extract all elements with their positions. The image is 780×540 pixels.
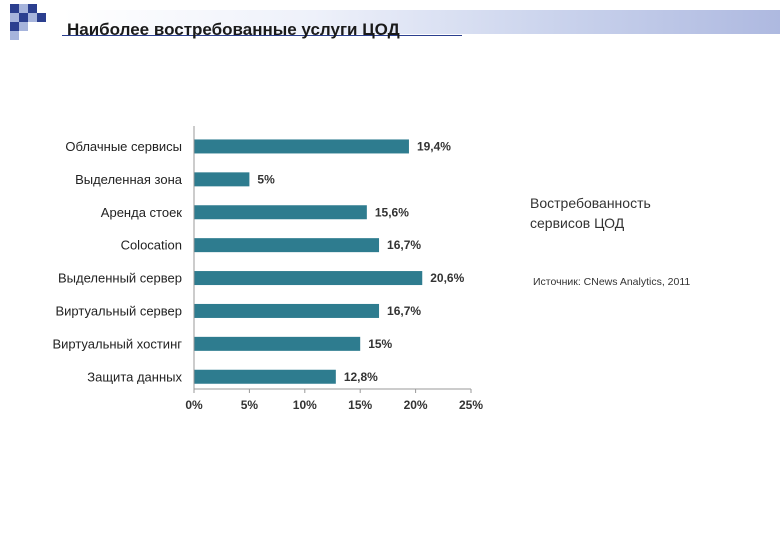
category-label: Аренда стоек xyxy=(101,205,183,220)
x-tick-label: 5% xyxy=(241,398,259,412)
bar xyxy=(194,139,409,154)
page-title: Наиболее востребованные услуги ЦОД xyxy=(67,20,400,39)
deco-square xyxy=(37,13,46,22)
bar xyxy=(194,336,361,351)
data-label: 12,8% xyxy=(344,370,378,384)
data-label: 16,7% xyxy=(387,304,421,318)
category-label: Выделенный сервер xyxy=(58,271,182,286)
side-note-source: Источник: CNews Analytics, 2011 xyxy=(533,276,691,288)
category-label: Виртуальный сервер xyxy=(56,303,183,318)
deco-square xyxy=(19,4,28,13)
bar xyxy=(194,271,423,286)
x-tick-label: 20% xyxy=(404,398,428,412)
data-label: 5% xyxy=(257,172,275,186)
header-band xyxy=(62,10,780,34)
x-tick-label: 25% xyxy=(459,398,483,412)
data-label: 19,4% xyxy=(417,139,451,153)
data-label: 16,7% xyxy=(387,238,421,252)
deco-square xyxy=(10,13,19,22)
bar xyxy=(194,205,367,220)
deco-square xyxy=(19,22,28,31)
side-note-title: Востребованность сервисов ЦОД xyxy=(530,195,651,231)
category-label: Виртуальный хостинг xyxy=(52,336,182,351)
deco-square xyxy=(28,13,37,22)
category-label: Защита данных xyxy=(87,369,182,384)
category-label: Облачные сервисы xyxy=(65,139,182,154)
deco-square xyxy=(10,31,19,40)
x-tick-label: 15% xyxy=(348,398,372,412)
bar xyxy=(194,172,250,187)
category-label: Выделенная зона xyxy=(75,172,183,187)
header-underline xyxy=(62,35,462,36)
category-label: Colocation xyxy=(121,238,182,253)
deco-square xyxy=(19,13,28,22)
bar xyxy=(194,369,336,384)
data-label: 20,6% xyxy=(430,271,464,285)
deco-square xyxy=(10,22,19,31)
x-tick-label: 0% xyxy=(185,398,203,412)
data-label: 15% xyxy=(368,337,392,351)
x-tick-label: 10% xyxy=(293,398,317,412)
deco-square xyxy=(10,4,19,13)
bar xyxy=(194,303,380,318)
deco-square xyxy=(28,4,37,13)
data-label: 15,6% xyxy=(375,205,409,219)
bar xyxy=(194,238,380,253)
